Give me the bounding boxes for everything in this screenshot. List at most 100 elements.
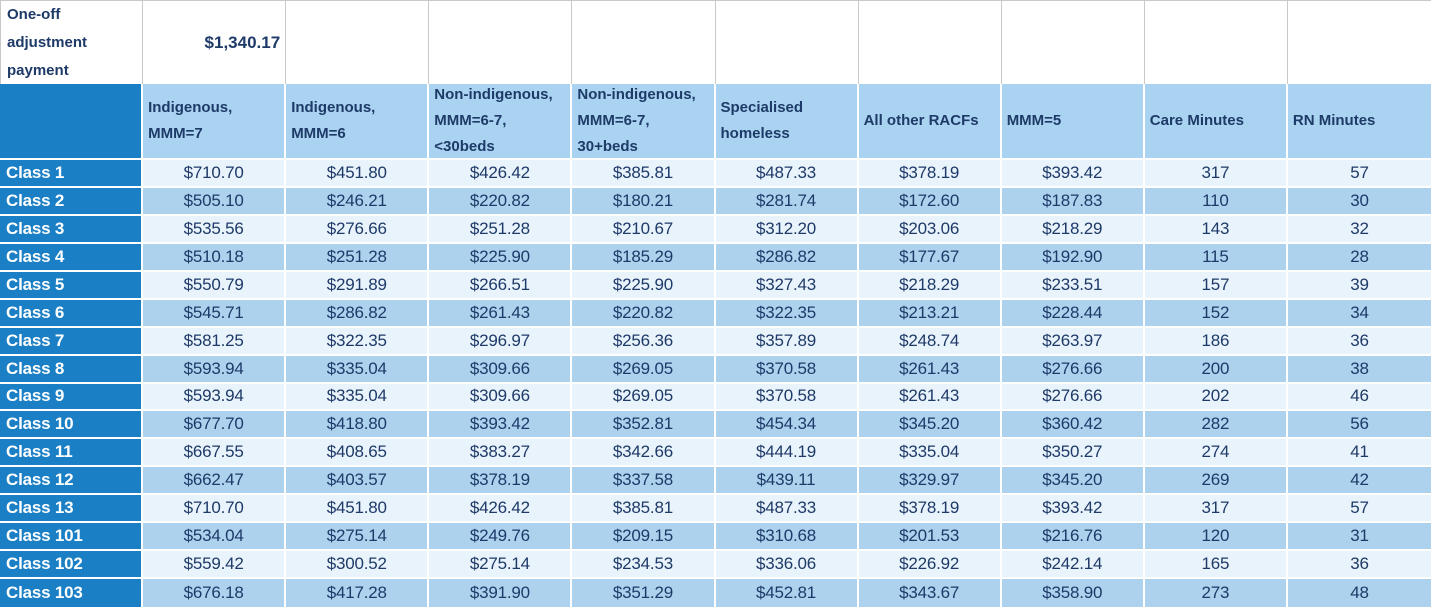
data-cell[interactable]: 273	[1144, 579, 1288, 607]
data-cell[interactable]: $593.94	[143, 355, 287, 384]
data-cell[interactable]: $451.80	[286, 495, 430, 524]
column-header[interactable]: Indigenous, MMM=7	[143, 84, 287, 160]
data-cell[interactable]: $172.60	[858, 187, 1002, 216]
header-corner-cell[interactable]	[0, 84, 144, 160]
data-cell[interactable]: $296.97	[429, 327, 573, 356]
data-cell[interactable]: $505.10	[143, 187, 287, 216]
data-cell[interactable]: $218.29	[858, 271, 1002, 300]
data-cell[interactable]: $417.28	[286, 579, 430, 607]
data-cell[interactable]: $269.05	[572, 383, 716, 412]
data-cell[interactable]: $676.18	[143, 579, 287, 607]
column-header[interactable]: Non-indigenous, MMM=6-7, 30+beds	[572, 84, 716, 160]
data-cell[interactable]: $216.76	[1001, 523, 1145, 552]
data-cell[interactable]: $322.35	[715, 299, 859, 328]
data-cell[interactable]: $203.06	[858, 215, 1002, 244]
empty-cell[interactable]	[572, 1, 716, 84]
data-cell[interactable]: $213.21	[858, 299, 1002, 328]
data-cell[interactable]: 36	[1287, 551, 1431, 580]
data-cell[interactable]: $403.57	[286, 467, 430, 496]
data-cell[interactable]: $300.52	[286, 551, 430, 580]
data-cell[interactable]: $677.70	[143, 411, 287, 440]
data-cell[interactable]: $329.97	[858, 467, 1002, 496]
data-cell[interactable]: $370.58	[715, 383, 859, 412]
data-cell[interactable]: $335.04	[286, 355, 430, 384]
data-cell[interactable]: 202	[1144, 383, 1288, 412]
row-label[interactable]: Class 10	[0, 411, 144, 440]
data-cell[interactable]: $350.27	[1001, 439, 1145, 468]
empty-cell[interactable]	[286, 1, 430, 84]
empty-cell[interactable]	[858, 1, 1002, 84]
data-cell[interactable]: $335.04	[286, 383, 430, 412]
empty-cell[interactable]	[715, 1, 859, 84]
data-cell[interactable]: $357.89	[715, 327, 859, 356]
data-cell[interactable]: $291.89	[286, 271, 430, 300]
data-cell[interactable]: $187.83	[1001, 187, 1145, 216]
data-cell[interactable]: $535.56	[143, 215, 287, 244]
data-cell[interactable]: 165	[1144, 551, 1288, 580]
data-cell[interactable]: $391.90	[429, 579, 573, 607]
data-cell[interactable]: 34	[1287, 299, 1431, 328]
data-cell[interactable]: $378.19	[858, 160, 1002, 188]
row-label[interactable]: Class 12	[0, 467, 144, 496]
data-cell[interactable]: $452.81	[715, 579, 859, 607]
data-cell[interactable]: $220.82	[572, 299, 716, 328]
empty-cell[interactable]	[1001, 1, 1145, 84]
data-cell[interactable]: $210.67	[572, 215, 716, 244]
data-cell[interactable]: $534.04	[143, 523, 287, 552]
data-cell[interactable]: $352.81	[572, 411, 716, 440]
data-cell[interactable]: $358.90	[1001, 579, 1145, 607]
data-cell[interactable]: $225.90	[572, 271, 716, 300]
column-header[interactable]: All other RACFs	[858, 84, 1002, 160]
data-cell[interactable]: $337.58	[572, 467, 716, 496]
data-cell[interactable]: $246.21	[286, 187, 430, 216]
row-label[interactable]: Class 1	[0, 160, 144, 188]
data-cell[interactable]: 120	[1144, 523, 1288, 552]
data-cell[interactable]: 157	[1144, 271, 1288, 300]
data-cell[interactable]: $487.33	[715, 495, 859, 524]
data-cell[interactable]: 42	[1287, 467, 1431, 496]
data-cell[interactable]: $343.67	[858, 579, 1002, 607]
data-cell[interactable]: 56	[1287, 411, 1431, 440]
data-cell[interactable]: $220.82	[429, 187, 573, 216]
data-cell[interactable]: 317	[1144, 160, 1288, 188]
data-cell[interactable]: $276.66	[1001, 383, 1145, 412]
data-cell[interactable]: $393.42	[1001, 495, 1145, 524]
row-label[interactable]: Class 2	[0, 187, 144, 216]
row-label[interactable]: Class 5	[0, 271, 144, 300]
row-label[interactable]: Class 103	[0, 579, 144, 607]
data-cell[interactable]: $545.71	[143, 299, 287, 328]
data-cell[interactable]: $581.25	[143, 327, 287, 356]
data-cell[interactable]: $261.43	[858, 355, 1002, 384]
data-cell[interactable]: $393.42	[1001, 160, 1145, 188]
data-cell[interactable]: $261.43	[429, 299, 573, 328]
data-cell[interactable]: $426.42	[429, 495, 573, 524]
data-cell[interactable]: $185.29	[572, 243, 716, 272]
data-cell[interactable]: $218.29	[1001, 215, 1145, 244]
data-cell[interactable]: $378.19	[858, 495, 1002, 524]
data-cell[interactable]: 46	[1287, 383, 1431, 412]
data-cell[interactable]: $233.51	[1001, 271, 1145, 300]
data-cell[interactable]: $180.21	[572, 187, 716, 216]
data-cell[interactable]: 32	[1287, 215, 1431, 244]
one-off-payment-label[interactable]: One-off adjustment payment	[0, 1, 144, 84]
data-cell[interactable]: $336.06	[715, 551, 859, 580]
data-cell[interactable]: $310.68	[715, 523, 859, 552]
data-cell[interactable]: $251.28	[286, 243, 430, 272]
data-cell[interactable]: $710.70	[143, 495, 287, 524]
data-cell[interactable]: $248.74	[858, 327, 1002, 356]
data-cell[interactable]: $209.15	[572, 523, 716, 552]
data-cell[interactable]: 143	[1144, 215, 1288, 244]
data-cell[interactable]: $393.42	[429, 411, 573, 440]
data-cell[interactable]: $228.44	[1001, 299, 1145, 328]
data-cell[interactable]: $418.80	[286, 411, 430, 440]
row-label[interactable]: Class 101	[0, 523, 144, 552]
data-cell[interactable]: $662.47	[143, 467, 287, 496]
data-cell[interactable]: $201.53	[858, 523, 1002, 552]
data-cell[interactable]: $385.81	[572, 160, 716, 188]
row-label[interactable]: Class 3	[0, 215, 144, 244]
data-cell[interactable]: $275.14	[429, 551, 573, 580]
data-cell[interactable]: 31	[1287, 523, 1431, 552]
data-cell[interactable]: 36	[1287, 327, 1431, 356]
data-cell[interactable]: 274	[1144, 439, 1288, 468]
data-cell[interactable]: $263.97	[1001, 327, 1145, 356]
